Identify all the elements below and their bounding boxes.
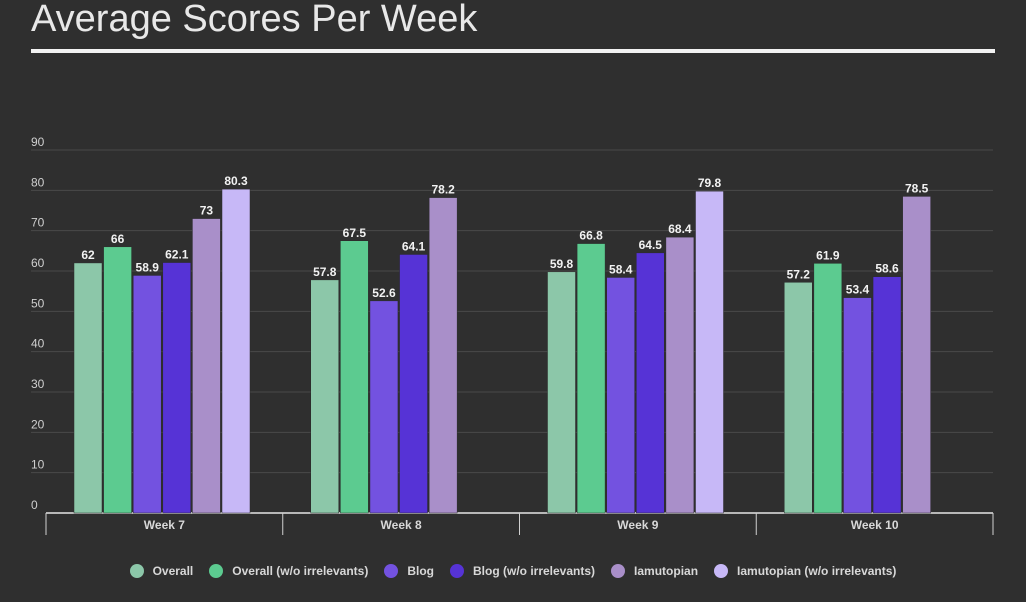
bar <box>221 188 251 514</box>
legend-item: Blog (w/o irrelevants) <box>450 564 595 578</box>
legend-item: Blog <box>384 564 434 578</box>
y-tick-label: 0 <box>31 498 38 512</box>
x-category-label: Week 10 <box>851 518 899 532</box>
bar <box>547 271 576 514</box>
title-underline <box>31 49 995 53</box>
data-label: 62 <box>81 248 95 262</box>
bar <box>576 243 606 514</box>
x-category-label: Week 8 <box>381 518 422 532</box>
bar <box>872 276 902 514</box>
y-tick-label: 20 <box>31 417 45 431</box>
y-tick-label: 10 <box>31 458 45 472</box>
y-tick-label: 70 <box>31 216 45 230</box>
legend-swatch <box>714 564 729 578</box>
legend-item: Iamutopian (w/o irrelevants) <box>714 564 896 578</box>
bar <box>695 190 724 514</box>
bar <box>310 279 339 514</box>
legend-swatch <box>209 564 224 578</box>
data-label: 58.6 <box>875 262 899 276</box>
data-label: 80.3 <box>224 174 248 188</box>
legend-item: Overall (w/o irrelevants) <box>209 564 368 578</box>
data-label: 52.6 <box>372 286 396 300</box>
data-label: 57.8 <box>313 265 337 279</box>
legend-label: Blog <box>407 564 434 578</box>
y-tick-label: 50 <box>31 296 45 310</box>
legend-swatch <box>384 564 399 578</box>
bar <box>843 297 872 514</box>
legend-label: Iamutopian (w/o irrelevants) <box>737 564 897 578</box>
legend-label: Blog (w/o irrelevants) <box>473 564 596 578</box>
bar <box>162 262 192 514</box>
x-category-label: Week 7 <box>144 518 185 532</box>
y-tick-label: 80 <box>31 175 45 189</box>
data-label: 78.5 <box>905 181 929 195</box>
y-tick-label: 40 <box>31 337 45 351</box>
bar <box>428 197 458 514</box>
y-tick-label: 30 <box>31 377 45 391</box>
data-label: 59.8 <box>550 257 574 271</box>
bar <box>902 196 931 514</box>
x-category-label: Week 9 <box>617 518 658 532</box>
bar <box>665 236 695 514</box>
legend-item: Iamutopian <box>611 564 698 578</box>
data-label: 68.4 <box>668 222 692 236</box>
y-tick-label: 60 <box>31 256 45 270</box>
legend-swatch <box>129 564 144 578</box>
bar <box>813 263 843 514</box>
data-label: 79.8 <box>698 176 722 190</box>
y-tick-label: 90 <box>31 135 45 149</box>
legend-item: Overall <box>129 564 194 578</box>
bar <box>103 246 132 514</box>
data-label: 64.1 <box>402 239 426 253</box>
data-label: 61.9 <box>816 248 840 262</box>
bar <box>369 300 399 514</box>
chart-title: Average Scores Per Week <box>31 0 478 40</box>
data-label: 53.4 <box>846 283 870 297</box>
data-label: 58.9 <box>136 260 160 274</box>
bar <box>784 282 813 514</box>
legend-swatch <box>611 564 626 578</box>
bar <box>192 218 221 514</box>
legend-label: Iamutopian <box>634 564 699 578</box>
data-label: 67.5 <box>343 226 367 240</box>
data-label: 58.4 <box>609 262 633 276</box>
legend-swatch <box>450 564 464 578</box>
bar <box>606 277 635 514</box>
bar <box>399 254 428 514</box>
bar <box>73 262 103 514</box>
data-label: 66.8 <box>579 229 603 243</box>
bar <box>340 240 369 514</box>
data-label: 57.2 <box>787 267 811 281</box>
data-label: 78.2 <box>431 183 455 197</box>
data-label: 62.1 <box>165 248 189 262</box>
bar <box>636 252 665 514</box>
data-label: 64.5 <box>639 238 663 252</box>
legend-label: Overall <box>152 564 194 578</box>
bar <box>132 275 162 514</box>
legend-label: Overall (w/o irrelevants) <box>232 564 369 578</box>
data-label: 66 <box>111 232 125 246</box>
legend: Overall Overall (w/o irrelevants) Blog Blog… <box>0 561 1026 581</box>
data-label: 73 <box>200 204 214 218</box>
